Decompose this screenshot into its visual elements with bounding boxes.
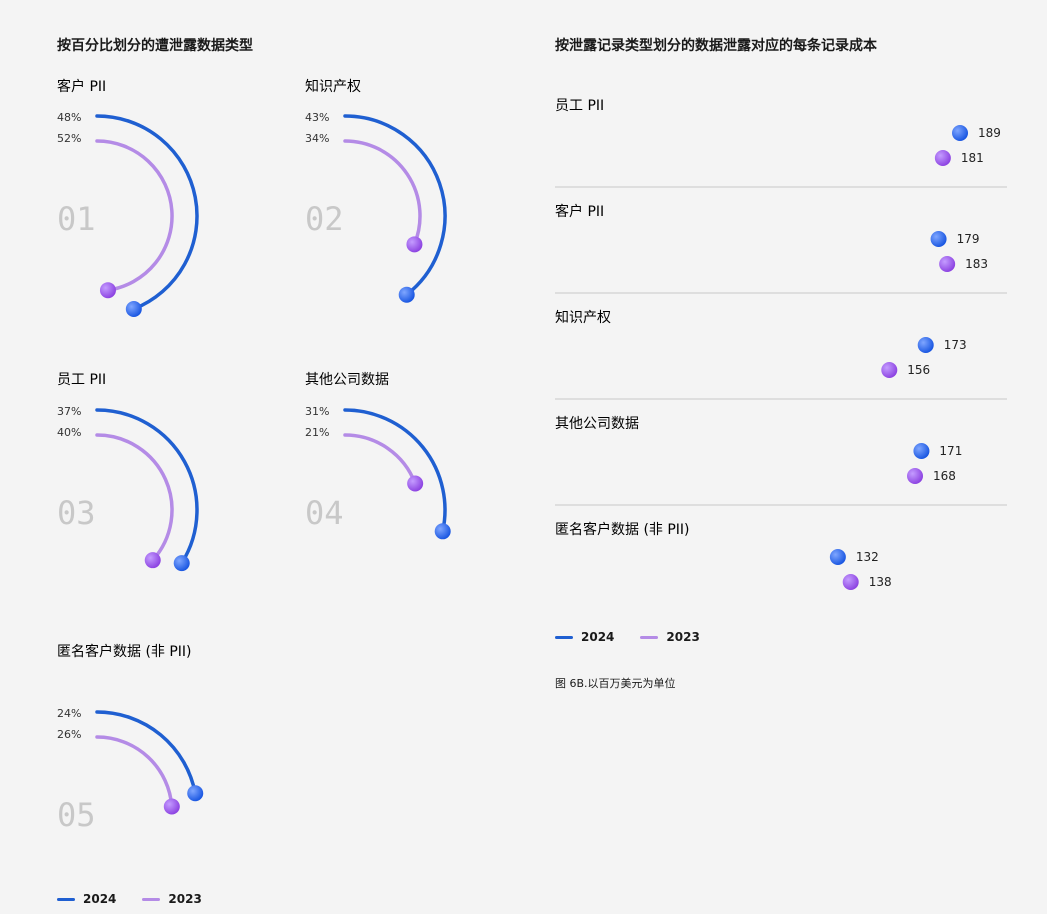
pct-label-2024: 48% [57,111,81,124]
dot-2024 [434,523,451,540]
cost-bar-chart: 员工 PII 189 181 客户 PII 179 183 知识产权 173 156 其他公司数据… [553,98,1007,590]
pct-label-2023: 34% [305,132,329,145]
radial-index-number: 02 [305,200,344,238]
bar-end-dot-2024 [917,337,934,353]
bar-value-label: 171 [939,444,962,458]
bar-category-label: 匿名客户数据 (非 PII) [555,521,690,538]
radial-chart-02: 知识产权 02 43% 34% [305,78,447,303]
arc-2023 [95,139,174,292]
bar-group: 客户 PII 179 183 [553,203,1007,294]
dot-2024 [125,300,142,317]
radial-index-number: 01 [57,200,96,238]
bar-group: 匿名客户数据 (非 PII) 132 138 [553,521,892,590]
pct-label-2023: 21% [305,426,329,439]
bar-group: 其他公司数据 171 168 [553,416,1007,506]
radial-category-label: 其他公司数据 [305,372,389,388]
bar-category-label: 客户 PII [555,203,604,220]
arc-2023 [343,139,422,247]
arc-2024 [343,114,447,297]
legend-swatch-2023 [142,897,161,901]
arc-2023 [343,433,417,486]
radial-index-number: 04 [305,494,344,532]
dot-2023 [407,475,424,492]
legend-swatch-2024 [57,897,75,901]
bar-end-dot-2023 [939,256,956,272]
radial-chart-01: 客户 PII 01 48% 52% [57,78,199,317]
radial-chart-03: 员工 PII 03 37% 40% [57,372,199,572]
dot-2023 [406,236,423,253]
legend-label-2024: 2024 [83,892,117,906]
arc-2024 [95,114,199,311]
dot-2024 [187,785,204,802]
radial-category-label: 客户 PII [57,78,106,95]
bar-end-dot-2024 [913,443,930,459]
bar-value-label: 181 [961,151,984,165]
left-legend: 2024 2023 [57,892,202,906]
bar-value-label: 179 [957,232,980,246]
radial-category-label: 匿名客户数据 (非 PII) [57,643,192,660]
radial-index-number: 05 [57,796,96,834]
bar-end-dot-2023 [934,150,951,166]
bar-category-label: 员工 PII [555,98,604,114]
radial-index-number: 03 [57,494,96,532]
pct-label-2023: 40% [57,426,81,439]
figure-caption: 图 6B.以百万美元为单位 [555,677,676,690]
radial-chart-05: 匿名客户数据 (非 PII) 05 24% 26% [57,643,204,834]
bar-value-label: 189 [978,126,1001,140]
bar-category-label: 知识产权 [555,309,611,326]
pct-label-2023: 52% [57,132,81,145]
radial-charts: 客户 PII 01 48% 52% 知识产权 02 43% 34% 员工 PII 03 37% 40%… [57,78,451,834]
legend-label-2023: 2023 [666,630,700,644]
radial-category-label: 知识产权 [305,78,361,95]
legend-swatch-2024 [555,635,573,639]
arc-2024 [95,710,197,796]
bar-value-label: 168 [933,469,956,483]
radial-chart-04: 其他公司数据 04 31% 21% [305,372,451,540]
bar-end-dot-2023 [907,468,923,484]
bar-value-label: 183 [965,257,988,271]
right-chart-title: 按泄露记录类型划分的数据泄露对应的每条记录成本 [555,38,877,54]
arc-2024 [95,408,199,565]
pct-label-2024: 43% [305,111,329,124]
dot-2024 [398,286,415,303]
bar-end-dot-2024 [952,125,968,141]
pct-label-2024: 37% [57,405,81,418]
dot-2024 [173,555,190,572]
bar-group: 知识产权 173 156 [553,309,1007,400]
legend-label-2023: 2023 [168,892,202,906]
radial-category-label: 员工 PII [57,372,106,388]
pct-label-2024: 24% [57,707,81,720]
pct-label-2023: 26% [57,728,81,741]
right-legend: 2024 2023 [555,630,700,644]
bar-end-dot-2024 [829,549,846,565]
dot-2023 [163,798,180,815]
pct-label-2024: 31% [305,405,329,418]
left-chart-title: 按百分比划分的遭泄露数据类型 [57,38,253,54]
bar-group: 员工 PII 189 181 [553,98,1007,188]
legend-swatch-2023 [640,635,659,639]
arc-2024 [343,408,447,534]
bar-category-label: 其他公司数据 [555,416,639,432]
legend-label-2024: 2024 [581,630,615,644]
arc-2023 [95,433,174,562]
bar-value-label: 138 [869,575,892,589]
bar-end-dot-2023 [881,362,898,378]
bar-end-dot-2023 [842,574,859,590]
dot-2023 [144,552,161,569]
bar-end-dot-2024 [930,231,947,247]
bar-value-label: 173 [944,338,967,352]
bar-value-label: 132 [856,550,879,564]
arc-2023 [95,735,174,809]
bar-value-label: 156 [907,363,930,377]
dot-2023 [99,282,116,299]
